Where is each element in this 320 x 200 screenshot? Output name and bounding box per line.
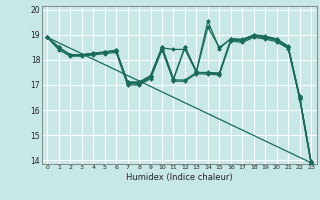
X-axis label: Humidex (Indice chaleur): Humidex (Indice chaleur)	[126, 173, 233, 182]
